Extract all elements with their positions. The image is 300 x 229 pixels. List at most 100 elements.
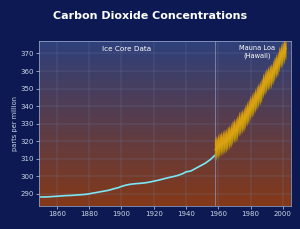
Bar [39, 51, 291, 52]
Bar [39, 198, 291, 199]
Bar [39, 133, 291, 135]
Bar [39, 142, 291, 143]
Bar [39, 89, 291, 91]
Bar [39, 41, 291, 43]
Bar [39, 87, 291, 88]
Bar [39, 192, 291, 194]
Bar [39, 143, 291, 144]
Bar [39, 99, 291, 100]
Bar [39, 128, 291, 129]
Bar [39, 185, 291, 187]
Bar [39, 170, 291, 172]
Bar [39, 150, 291, 151]
Text: Ice Core Data: Ice Core Data [102, 46, 151, 52]
Bar [39, 195, 291, 196]
Bar [39, 58, 291, 59]
Bar [39, 45, 291, 47]
Bar [39, 202, 291, 203]
Bar [39, 77, 291, 78]
Bar [39, 60, 291, 62]
Bar [39, 73, 291, 74]
Bar [39, 125, 291, 126]
Bar [39, 135, 291, 136]
Bar [39, 166, 291, 168]
Bar [39, 140, 291, 142]
Bar [39, 103, 291, 104]
Bar [39, 48, 291, 49]
Bar [39, 126, 291, 128]
Bar [39, 161, 291, 162]
Bar [39, 146, 291, 147]
Bar [39, 136, 291, 137]
Bar [39, 62, 291, 63]
Bar [39, 124, 291, 125]
Bar [39, 95, 291, 96]
Bar [39, 172, 291, 173]
Bar [39, 144, 291, 146]
Bar [39, 115, 291, 117]
Bar [39, 184, 291, 185]
Bar [39, 102, 291, 103]
Bar [39, 70, 291, 71]
Bar [39, 168, 291, 169]
Bar [39, 169, 291, 170]
Bar [39, 157, 291, 158]
Bar [39, 76, 291, 77]
Bar [39, 44, 291, 45]
Bar [39, 106, 291, 107]
Bar [39, 187, 291, 188]
Bar [39, 98, 291, 99]
Bar [39, 113, 291, 114]
Bar [39, 129, 291, 131]
Bar [39, 158, 291, 159]
Bar [39, 179, 291, 180]
Bar [39, 162, 291, 164]
Bar [39, 80, 291, 81]
Bar [39, 180, 291, 181]
Bar [39, 164, 291, 165]
Bar [39, 56, 291, 58]
Bar [39, 82, 291, 84]
Bar [39, 177, 291, 179]
Bar [39, 110, 291, 111]
Bar [39, 183, 291, 184]
Bar [39, 74, 291, 76]
Y-axis label: parts per million: parts per million [12, 96, 18, 151]
Bar [39, 65, 291, 66]
Bar [39, 120, 291, 121]
Bar [39, 205, 291, 206]
Bar [39, 147, 291, 148]
Bar [39, 117, 291, 118]
Bar [39, 154, 291, 155]
Bar [39, 52, 291, 54]
Bar [39, 54, 291, 55]
Bar [39, 47, 291, 48]
Bar [39, 122, 291, 124]
Bar [39, 55, 291, 56]
Text: Carbon Dioxide Concentrations: Carbon Dioxide Concentrations [53, 11, 247, 22]
Bar [39, 63, 291, 65]
Bar [39, 67, 291, 69]
Bar [39, 121, 291, 122]
Bar [39, 118, 291, 120]
Bar [39, 100, 291, 102]
Bar [39, 139, 291, 140]
Bar [39, 190, 291, 191]
Bar [39, 88, 291, 89]
Bar [39, 114, 291, 115]
Bar [39, 69, 291, 70]
Bar [39, 71, 291, 73]
Bar [39, 91, 291, 92]
Bar [39, 201, 291, 202]
Text: Mauna Loa
(Hawaii): Mauna Loa (Hawaii) [239, 45, 275, 59]
Bar [39, 173, 291, 174]
Bar [39, 191, 291, 192]
Bar [39, 49, 291, 51]
Bar [39, 59, 291, 60]
Bar [39, 203, 291, 205]
Bar [39, 43, 291, 44]
Bar [39, 165, 291, 166]
Bar [39, 174, 291, 176]
Bar [39, 84, 291, 85]
Bar [39, 181, 291, 183]
